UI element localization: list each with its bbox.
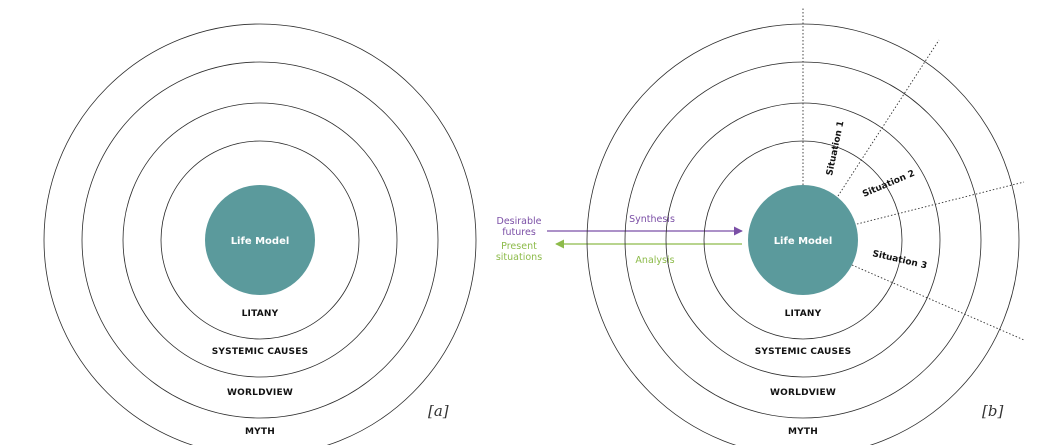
- layer-label-litany: LITANY: [785, 309, 822, 319]
- panel-b: Life Model Situation 1 Situation 2 Situa…: [587, 8, 1024, 445]
- present-situations-line1: Present: [501, 241, 537, 252]
- panel-a: Life Model LITANY SYSTEMIC CAUSES WORLDV…: [44, 24, 476, 445]
- panel-label-a: [a]: [428, 402, 449, 420]
- situation-label-1: Situation 1: [825, 120, 846, 177]
- present-situations-line2: situations: [496, 252, 542, 263]
- core-label: Life Model: [231, 236, 290, 247]
- layer-label-systemic-causes: SYSTEMIC CAUSES: [755, 347, 852, 357]
- desirable-futures-line2: futures: [502, 227, 536, 238]
- situation-divider-2: [838, 40, 939, 196]
- layer-label-myth: MYTH: [245, 427, 275, 437]
- desirable-futures-line1: Desirable: [497, 216, 542, 227]
- situation-label-3: Situation 3: [871, 249, 928, 271]
- core-label: Life Model: [774, 236, 833, 247]
- layer-label-worldview: WORLDVIEW: [770, 388, 836, 398]
- layer-label-worldview: WORLDVIEW: [227, 388, 293, 398]
- situation-divider-4: [852, 265, 1024, 340]
- situation-label-2: Situation 2: [861, 169, 916, 200]
- analysis-label: Analysis: [635, 255, 674, 266]
- flows: Desirable futures Present situations Syn…: [496, 214, 742, 266]
- layer-label-myth: MYTH: [788, 427, 818, 437]
- panel-label-b: [b]: [982, 402, 1003, 420]
- layer-label-systemic-causes: SYSTEMIC CAUSES: [212, 347, 309, 357]
- layer-label-litany: LITANY: [242, 309, 279, 319]
